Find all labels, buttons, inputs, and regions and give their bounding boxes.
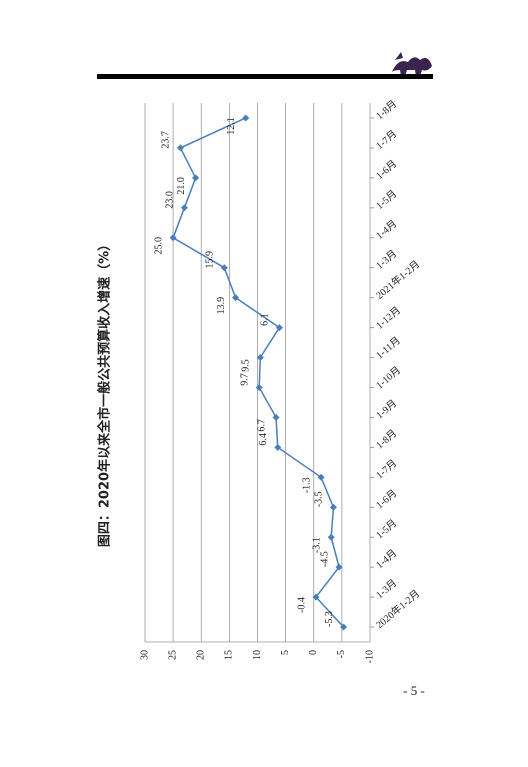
data-label: -4.5: [319, 551, 330, 567]
y-tick-label: 0: [308, 650, 319, 655]
data-point: [169, 234, 177, 242]
data-point: [242, 114, 250, 122]
data-point: [329, 503, 337, 511]
data-point: [335, 563, 343, 571]
data-label: 21.0: [176, 177, 187, 195]
header-rule: [97, 74, 433, 79]
page-number: - 5 -: [403, 683, 425, 698]
data-label: 6.7: [256, 419, 267, 432]
y-tick-label: -10: [364, 650, 375, 663]
y-tick-label: 30: [139, 650, 150, 660]
y-tick-label: 5: [280, 650, 291, 655]
data-label: -3.1: [311, 537, 322, 553]
data-label: 12.1: [226, 117, 237, 135]
data-label: 9.7: [239, 373, 250, 386]
data-point: [232, 294, 240, 302]
data-line: [172, 117, 345, 628]
data-point: [192, 174, 200, 182]
data-point: [220, 264, 228, 272]
data-point: [274, 443, 282, 451]
y-tick-label: 10: [252, 650, 263, 660]
data-label: 23.0: [165, 191, 176, 209]
data-label: 13.9: [216, 297, 227, 315]
data-point: [275, 324, 283, 332]
data-label: 15.9: [205, 251, 216, 269]
chart-title: 图四：2020年以来全市一般公共预算收入增速（%）: [97, 238, 113, 547]
data-label: 25.0: [153, 237, 164, 255]
y-tick-label: 25: [167, 650, 178, 660]
data-point: [340, 623, 348, 631]
data-label: -0.4: [296, 597, 307, 613]
data-point: [312, 593, 320, 601]
data-label: 6.1: [260, 313, 271, 326]
y-tick-label: 20: [196, 650, 207, 660]
data-label: -1.3: [301, 477, 312, 493]
data-label: 23.7: [161, 131, 172, 149]
data-point: [272, 413, 280, 421]
data-point: [176, 144, 184, 152]
header-logo: [392, 52, 432, 76]
data-point: [317, 473, 325, 481]
data-label: 6.4: [258, 433, 269, 446]
data-label: -3.5: [314, 491, 325, 507]
y-tick-label: -5: [336, 650, 347, 658]
data-point: [256, 354, 264, 362]
data-point: [327, 533, 335, 541]
data-label: 9.5: [241, 359, 252, 372]
y-tick-label: 15: [224, 650, 235, 660]
data-point: [255, 383, 263, 391]
data-label: -5.3: [324, 611, 335, 627]
data-point: [180, 204, 188, 212]
